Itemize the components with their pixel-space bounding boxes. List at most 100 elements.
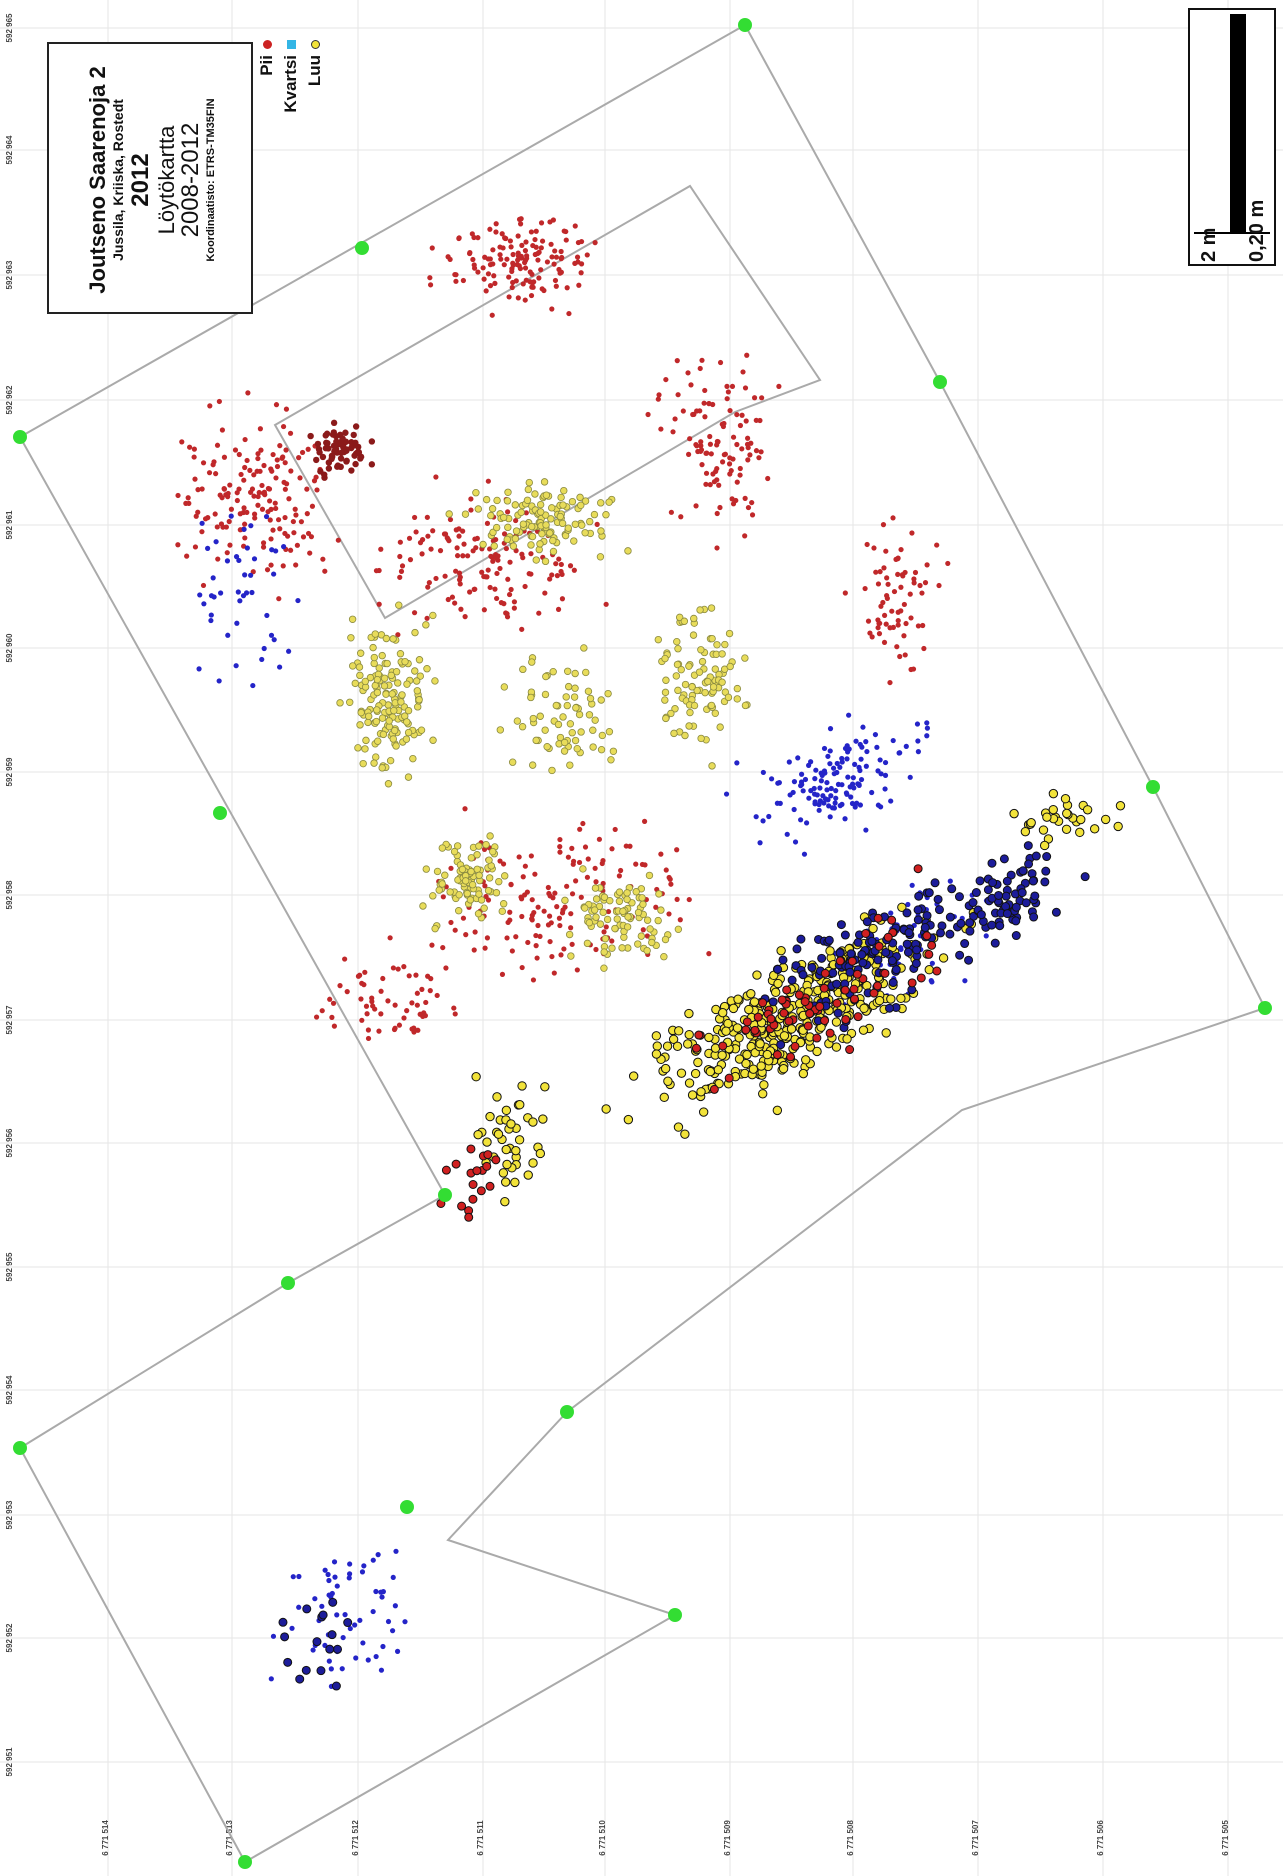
find-luu xyxy=(623,889,631,897)
find-pii xyxy=(195,509,201,515)
find-pii xyxy=(452,600,458,606)
find-pii xyxy=(779,1008,789,1018)
find-luu xyxy=(693,1057,703,1068)
corner-marker xyxy=(13,1441,27,1455)
find-luu xyxy=(572,704,580,712)
find-luu xyxy=(493,1129,504,1139)
find-kvartsi xyxy=(786,759,792,765)
find-luu xyxy=(543,743,551,751)
find-luu xyxy=(673,637,681,646)
find-kvartsi xyxy=(922,911,932,921)
find-pii xyxy=(513,278,519,284)
find-pii xyxy=(474,535,480,542)
find-kvartsi xyxy=(869,789,875,796)
find-kvartsi xyxy=(988,878,998,888)
find-pii xyxy=(491,1155,501,1165)
find-pii xyxy=(260,540,267,546)
find-kvartsi xyxy=(243,590,250,596)
find-pii xyxy=(819,983,829,993)
find-luu xyxy=(404,773,413,781)
find-kvartsi xyxy=(773,964,783,974)
find-luu xyxy=(1100,814,1111,825)
find-luu xyxy=(528,522,536,531)
find-pii xyxy=(199,486,205,492)
find-pii xyxy=(479,569,485,575)
find-pii xyxy=(812,1033,822,1043)
find-pii xyxy=(528,551,534,557)
find-pii xyxy=(562,904,568,910)
find-pii xyxy=(529,912,535,918)
find-pii xyxy=(881,639,888,646)
find-kvartsi xyxy=(769,776,775,782)
find-luu xyxy=(831,1017,842,1027)
find-kvartsi xyxy=(1002,909,1012,919)
find-kvartsi xyxy=(995,921,1005,931)
find-pii xyxy=(339,435,346,442)
find-pii xyxy=(443,965,449,971)
find-luu xyxy=(661,935,670,944)
find-luu xyxy=(713,641,721,649)
find-pii xyxy=(501,531,508,537)
find-luu xyxy=(369,643,377,652)
find-luu xyxy=(517,508,525,516)
find-pii xyxy=(522,863,528,869)
find-pii xyxy=(428,546,434,552)
find-kvartsi xyxy=(924,725,931,731)
find-pii xyxy=(504,614,511,620)
grid-label-bottom: 6 771 508 xyxy=(846,1820,855,1856)
find-luu xyxy=(772,1105,783,1116)
find-pii xyxy=(535,904,541,910)
find-pii xyxy=(561,228,567,234)
find-kvartsi xyxy=(757,840,763,846)
find-kvartsi xyxy=(849,800,856,807)
find-kvartsi xyxy=(768,997,778,1007)
find-luu xyxy=(409,754,417,763)
find-pii xyxy=(464,1212,474,1222)
find-luu xyxy=(498,907,506,916)
find-pii xyxy=(256,489,262,496)
find-pii xyxy=(484,520,491,526)
grid-label-top: 592 954 xyxy=(5,1375,14,1404)
find-pii xyxy=(585,856,591,862)
find-pii xyxy=(352,423,360,430)
find-pii xyxy=(359,1017,365,1023)
find-kvartsi xyxy=(829,805,836,811)
find-pii xyxy=(750,1025,760,1035)
find-luu xyxy=(657,906,665,914)
find-luu xyxy=(513,717,522,725)
find-pii xyxy=(547,576,553,582)
find-pii xyxy=(546,913,553,919)
find-kvartsi xyxy=(828,968,838,978)
find-pii xyxy=(522,583,528,590)
find-kvartsi xyxy=(827,726,834,732)
find-kvartsi xyxy=(218,590,224,596)
find-kvartsi xyxy=(385,1618,392,1625)
find-luu xyxy=(500,683,509,691)
find-kvartsi xyxy=(390,1574,396,1581)
find-luu xyxy=(618,944,626,952)
find-pii xyxy=(461,541,467,547)
find-luu xyxy=(429,611,437,620)
find-pii xyxy=(217,492,223,498)
find-kvartsi xyxy=(853,937,863,947)
find-luu xyxy=(645,871,654,880)
find-luu xyxy=(668,1034,679,1045)
find-luu xyxy=(596,553,605,561)
find-pii xyxy=(331,1023,337,1029)
find-pii xyxy=(254,468,260,474)
grid-label-top: 592 955 xyxy=(5,1252,14,1281)
find-pii xyxy=(288,468,294,474)
find-luu xyxy=(498,1168,509,1178)
find-pii xyxy=(390,965,397,971)
find-pii xyxy=(322,432,329,439)
find-kvartsi xyxy=(887,956,897,966)
find-kvartsi xyxy=(325,1571,331,1578)
find-luu xyxy=(655,890,663,898)
find-luu xyxy=(554,720,563,729)
find-pii xyxy=(476,1186,486,1196)
find-kvartsi xyxy=(312,1637,322,1647)
find-pii xyxy=(511,599,518,605)
find-kvartsi xyxy=(877,757,883,763)
find-pii xyxy=(223,524,229,530)
find-pii xyxy=(747,452,753,458)
